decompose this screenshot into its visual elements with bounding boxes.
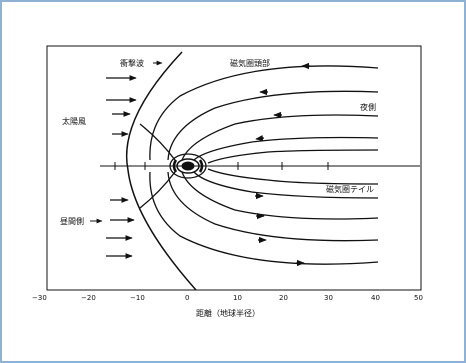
x-tick-label: 10	[233, 294, 242, 302]
x-tick-label: −10	[130, 294, 145, 302]
x-axis: −30 −20 −10 0 10 20 30 40 50	[32, 294, 423, 302]
label-magnetopause-head: 磁気圏頭部	[230, 58, 270, 68]
label-night-side: 夜側	[360, 102, 376, 112]
x-axis-title: 距離（地球半径）	[196, 308, 260, 318]
x-tick-label: −30	[32, 294, 47, 302]
plot-border	[46, 45, 422, 291]
x-tick-label: 20	[279, 294, 288, 302]
x-tick-label: 50	[414, 294, 423, 302]
solar-wind-arrows	[106, 75, 137, 259]
bow-shock-line	[125, 51, 197, 291]
label-shock: 衝撃波	[120, 58, 144, 68]
x-tick-label: 0	[185, 294, 189, 302]
field-lines-lower	[139, 168, 379, 265]
x-tick-label: 30	[324, 294, 333, 302]
center-axis	[100, 162, 420, 170]
x-tick-label: 40	[371, 294, 380, 302]
field-lines-upper	[139, 65, 379, 164]
arrows-lower	[255, 192, 305, 267]
earth-region	[169, 153, 207, 179]
label-solar-wind: 太陽風	[62, 116, 86, 126]
arrows-upper	[255, 62, 310, 142]
x-tick-label: −20	[81, 294, 96, 302]
label-magnetotail: 磁気圏テイル	[326, 184, 374, 194]
label-day-side: 昼間側	[60, 216, 84, 226]
